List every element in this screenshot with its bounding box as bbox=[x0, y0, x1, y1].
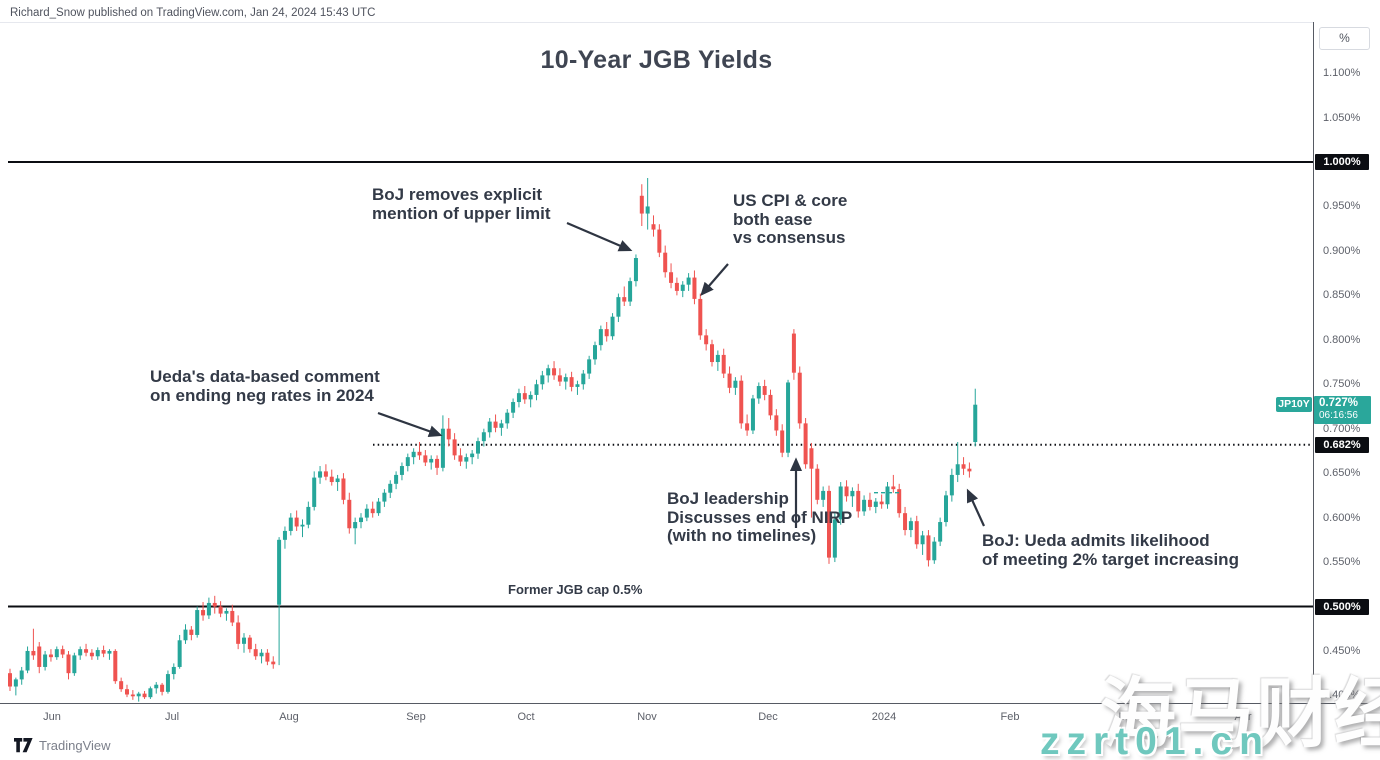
former-cap-label: Former JGB cap 0.5% bbox=[508, 582, 642, 597]
tradingview-chart-page: Richard_Snow published on TradingView.co… bbox=[0, 0, 1380, 760]
price-tick-0.750%: 0.750% bbox=[1323, 378, 1360, 390]
annotation-ueda-comment[interactable]: Ueda's data-based comment on ending neg … bbox=[150, 368, 380, 405]
time-tick-Feb: Feb bbox=[1001, 711, 1020, 723]
price-level-badge-1.000%: 1.000% bbox=[1315, 154, 1369, 170]
tradingview-logo-text[interactable]: TradingView bbox=[39, 738, 111, 753]
bar-countdown: 06:16:56 bbox=[1319, 410, 1371, 422]
footer: TradingView bbox=[14, 736, 111, 754]
price-level-badge-0.682%: 0.682% bbox=[1315, 437, 1369, 453]
time-tick-Apr: Apr bbox=[1234, 711, 1251, 723]
candles bbox=[8, 178, 977, 702]
tradingview-logo-icon[interactable] bbox=[14, 738, 33, 753]
annotation-nirp-end[interactable]: BoJ leadership Discusses end of NIRP (wi… bbox=[667, 490, 852, 546]
time-tick-Aug: Aug bbox=[279, 711, 299, 723]
price-axis[interactable]: 1.100% 1.050% 0.950% 0.900% 0.850% 0.800% 0.75… bbox=[1313, 22, 1380, 703]
annotation-arrow-boj-upper-limit[interactable] bbox=[567, 223, 630, 250]
time-tick-2024: 2024 bbox=[872, 711, 896, 723]
annotation-arrow-ueda-comment[interactable] bbox=[378, 413, 440, 435]
annotation-boj-upper-limit[interactable]: BoJ removes explicit mention of upper li… bbox=[372, 186, 551, 223]
time-tick-Jul: Jul bbox=[165, 711, 179, 723]
annotation-arrow-us-cpi[interactable] bbox=[702, 264, 728, 294]
last-price-badge: 0.727% 06:16:56 bbox=[1314, 396, 1371, 424]
price-tick-0.650%: 0.650% bbox=[1323, 467, 1360, 479]
percent-unit-button[interactable]: % bbox=[1319, 27, 1370, 50]
symbol-badge: JP10Y bbox=[1276, 397, 1312, 412]
price-tick-0.550%: 0.550% bbox=[1323, 556, 1360, 568]
annotation-us-cpi[interactable]: US CPI & core both ease vs consensus bbox=[733, 192, 847, 248]
time-axis[interactable]: Jun Jul Aug Sep Oct Nov Dec 2024 Feb Mar Apr bbox=[0, 703, 1380, 731]
price-tick-0.950%: 0.950% bbox=[1323, 200, 1360, 212]
annotation-ueda-2pct[interactable]: BoJ: Ueda admits likelihood of meeting 2… bbox=[982, 532, 1239, 569]
price-tick-0.600%: 0.600% bbox=[1323, 512, 1360, 524]
chart-title: 10-Year JGB Yields bbox=[0, 46, 1313, 75]
price-tick-0.700%: 0.700% bbox=[1323, 423, 1360, 435]
time-tick-Mar: Mar bbox=[1119, 711, 1138, 723]
time-tick-Jun: Jun bbox=[43, 711, 61, 723]
last-price-value: 0.727% bbox=[1319, 396, 1371, 410]
time-tick-Oct: Oct bbox=[517, 711, 534, 723]
price-level-badge-0.500%: 0.500% bbox=[1315, 599, 1369, 615]
time-tick-Nov: Nov bbox=[637, 711, 657, 723]
annotation-arrow-ueda-2pct[interactable] bbox=[968, 491, 984, 526]
price-tick-1.050%: 1.050% bbox=[1323, 112, 1360, 124]
price-tick-0.800%: 0.800% bbox=[1323, 334, 1360, 346]
price-tick-0.400%: 0.400% bbox=[1323, 689, 1360, 701]
price-tick-0.850%: 0.850% bbox=[1323, 289, 1360, 301]
price-tick-0.450%: 0.450% bbox=[1323, 645, 1360, 657]
price-tick-1.100%: 1.100% bbox=[1323, 67, 1360, 79]
time-tick-Sep: Sep bbox=[406, 711, 426, 723]
time-tick-Dec: Dec bbox=[758, 711, 778, 723]
price-tick-0.900%: 0.900% bbox=[1323, 245, 1360, 257]
